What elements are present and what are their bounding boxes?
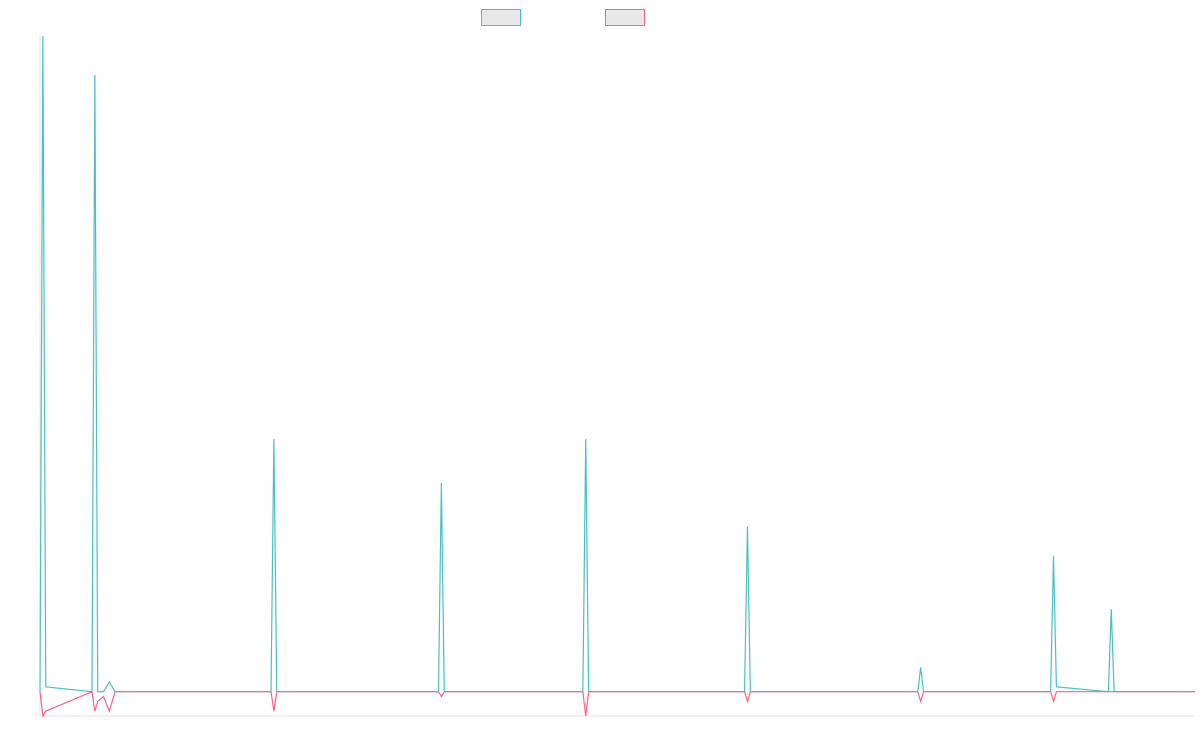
series-line-1 (39, 35, 1195, 693)
series-1 (39, 35, 1195, 693)
legend-swatch-1 (481, 9, 521, 26)
series-line-2 (39, 690, 1195, 718)
legend (481, 9, 645, 26)
series-2 (39, 690, 1195, 718)
series-group (39, 35, 1195, 718)
legend-swatch-2 (605, 9, 645, 26)
axes (39, 36, 1195, 717)
